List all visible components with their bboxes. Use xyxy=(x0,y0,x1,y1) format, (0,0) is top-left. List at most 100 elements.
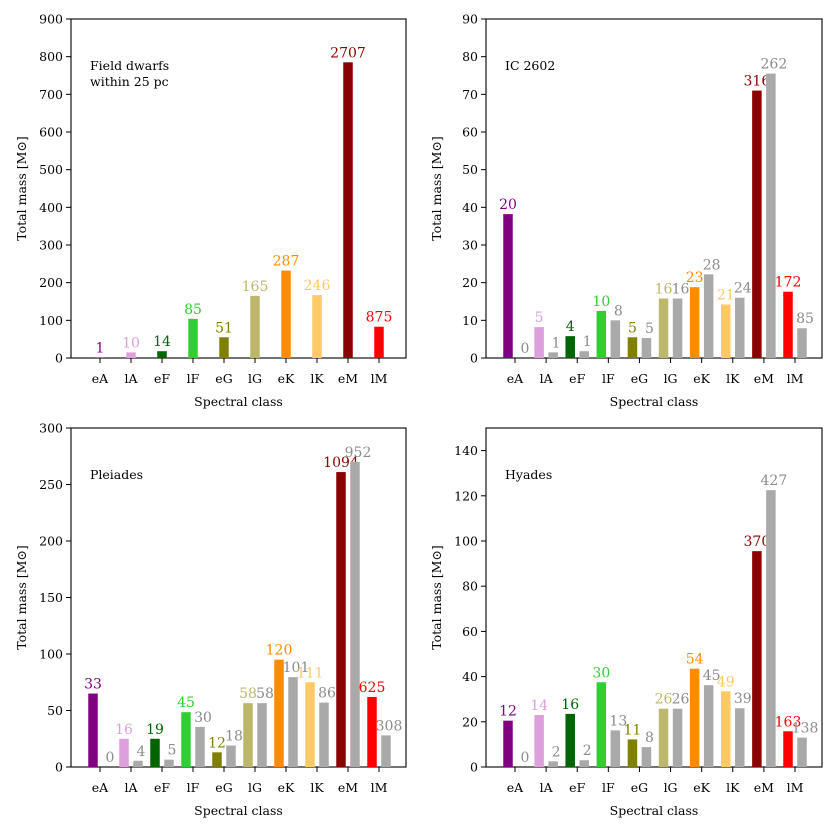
value-label-observed-eK: 23 xyxy=(686,270,704,286)
bar-observed-lA xyxy=(534,715,544,767)
y-tick-label: 80 xyxy=(462,49,478,64)
bar-observed-lM xyxy=(783,731,793,767)
bar-mass-lG xyxy=(250,296,260,358)
x-tick-label: eM xyxy=(338,780,358,795)
x-tick-label: lA xyxy=(124,780,138,795)
y-tick-label: 20 xyxy=(462,714,478,729)
value-label-observed-lK: 49 xyxy=(717,674,735,690)
value-label-observed-lF: 10 xyxy=(592,294,610,310)
bar-mass-lK xyxy=(312,295,322,358)
bar-observed-lM xyxy=(783,292,793,358)
x-tick-label: lA xyxy=(124,371,138,386)
value-label-observed-lA: 14 xyxy=(530,698,548,714)
x-axis-label: Spectral class xyxy=(610,394,699,409)
x-tick-label: lM xyxy=(371,371,388,386)
value-label-comparison-eM: 262 xyxy=(761,57,788,73)
x-tick-label: lK xyxy=(726,780,740,795)
value-label-comparison-eG: 5 xyxy=(645,321,654,337)
y-axis-label: Total mass [M⊙] xyxy=(14,136,29,240)
x-tick-label: lF xyxy=(602,371,615,386)
bar-observed-eG xyxy=(628,739,638,767)
value-label-comparison-eG: 18 xyxy=(225,729,243,745)
value-label-comparison-eA: 0 xyxy=(521,750,530,766)
value-label-observed-lG: 16 xyxy=(655,281,673,297)
value-label-mass-eG: 51 xyxy=(215,320,233,336)
bar-observed-lG xyxy=(659,298,669,358)
panel-annotation: Hyades xyxy=(505,467,552,482)
bar-observed-eG xyxy=(628,337,638,358)
value-label-mass-eK: 287 xyxy=(273,254,300,270)
value-label-observed-eF: 16 xyxy=(561,697,579,713)
y-axis-label: Total mass [M⊙] xyxy=(429,136,444,240)
x-tick-label: lM xyxy=(787,371,804,386)
bar-mass-eM xyxy=(343,62,353,358)
value-label-observed-lG: 58 xyxy=(239,686,257,702)
y-tick-label: 250 xyxy=(39,477,63,492)
bar-observed-lK xyxy=(721,305,731,358)
x-tick-label: lF xyxy=(187,780,200,795)
value-label-mass-lK: 246 xyxy=(304,278,331,294)
value-label-comparison-eM: 427 xyxy=(761,473,788,489)
bar-mass-lA xyxy=(126,352,136,358)
bar-observed-eM xyxy=(752,551,762,767)
bar-comparison-lG xyxy=(673,298,683,358)
value-label-comparison-lK: 86 xyxy=(318,686,336,702)
x-tick-label: eK xyxy=(278,780,295,795)
value-label-observed-lG: 26 xyxy=(655,692,673,708)
y-tick-label: 200 xyxy=(39,275,63,290)
bar-comparison-lK xyxy=(319,703,329,767)
bar-comparison-eF xyxy=(579,760,589,767)
value-label-mass-lM: 875 xyxy=(366,310,393,326)
y-tick-label: 300 xyxy=(39,238,63,253)
y-tick-label: 300 xyxy=(39,421,63,436)
panel-annotation: Pleiades xyxy=(90,467,143,482)
y-tick-label: 600 xyxy=(39,125,63,140)
y-tick-label: 0 xyxy=(55,351,63,366)
x-axis-label: Spectral class xyxy=(194,803,283,818)
value-label-mass-lA: 10 xyxy=(122,335,140,351)
bar-comparison-eF xyxy=(579,351,589,358)
y-tick-label: 150 xyxy=(39,590,63,605)
value-label-comparison-lA: 1 xyxy=(552,335,561,351)
bar-observed-eF xyxy=(565,714,575,767)
x-tick-label: eM xyxy=(338,371,358,386)
value-label-observed-eF: 4 xyxy=(566,319,575,335)
bar-observed-eA xyxy=(88,694,98,767)
bar-comparison-lA xyxy=(133,761,143,767)
bar-comparison-lM xyxy=(381,735,391,767)
bar-comparison-eM xyxy=(350,462,360,767)
bar-comparison-lA xyxy=(548,761,558,767)
value-label-mass-lF: 85 xyxy=(184,302,202,318)
x-tick-label: lK xyxy=(726,371,740,386)
value-label-comparison-eG: 8 xyxy=(645,730,654,746)
x-tick-label: lF xyxy=(187,371,200,386)
x-tick-label: lG xyxy=(664,780,678,795)
x-tick-label: eG xyxy=(215,371,232,386)
bar-observed-lK xyxy=(305,682,315,767)
value-label-comparison-eF: 1 xyxy=(583,334,592,350)
x-tick-label: lG xyxy=(248,371,262,386)
y-tick-label: 60 xyxy=(462,624,478,639)
y-tick-label: 100 xyxy=(454,534,478,549)
value-label-observed-lA: 5 xyxy=(535,310,544,326)
y-tick-label: 140 xyxy=(454,443,478,458)
x-tick-label: eF xyxy=(569,371,585,386)
value-label-mass-eM: 2707 xyxy=(330,45,366,61)
y-axis-label: Total mass [M⊙] xyxy=(429,545,444,649)
bar-comparison-eK xyxy=(704,685,714,767)
bar-comparison-lG xyxy=(257,703,267,767)
bar-observed-lF xyxy=(597,311,607,358)
x-tick-label: lG xyxy=(664,371,678,386)
y-tick-label: 50 xyxy=(47,703,63,718)
value-label-comparison-lM: 85 xyxy=(796,311,814,327)
x-tick-label: eA xyxy=(507,371,524,386)
value-label-observed-lM: 172 xyxy=(775,275,802,291)
value-label-comparison-eK: 28 xyxy=(703,257,721,273)
value-label-comparison-lF: 30 xyxy=(194,710,212,726)
bar-observed-eF xyxy=(565,336,575,358)
value-label-observed-eG: 5 xyxy=(628,320,637,336)
